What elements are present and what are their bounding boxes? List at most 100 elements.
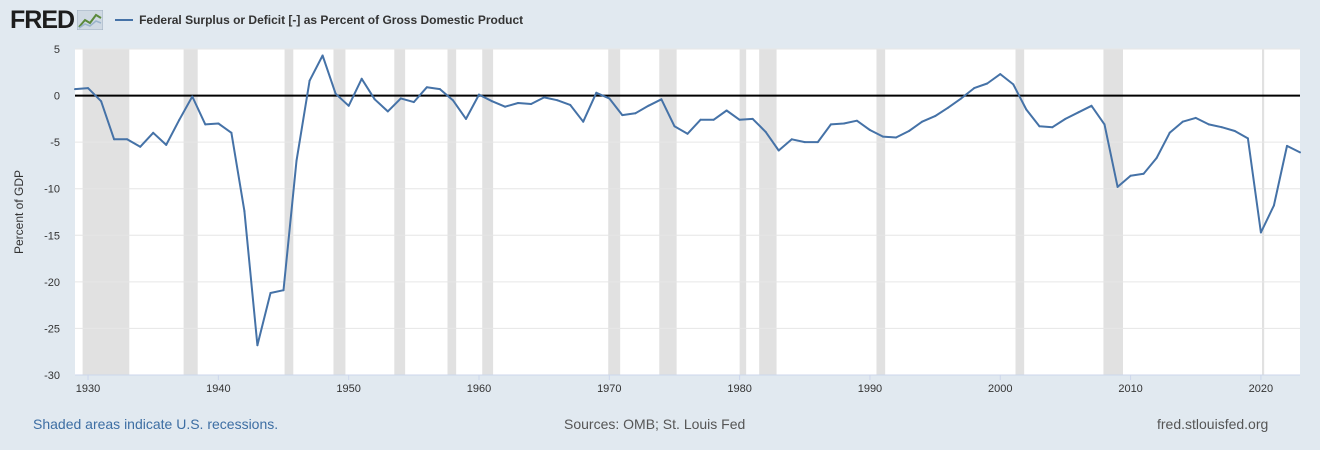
recession-band: [1261, 49, 1265, 375]
data-point: [543, 96, 546, 99]
data-point: [973, 87, 976, 90]
line-chart-icon: [77, 10, 104, 30]
data-point: [1181, 120, 1184, 123]
site-link[interactable]: fred.stlouisfed.org: [1157, 416, 1269, 432]
data-point: [360, 77, 363, 80]
fred-logo[interactable]: FRED: [10, 5, 104, 35]
chart-legend: Federal Surplus or Deficit [-] as Percen…: [115, 13, 523, 27]
x-tick-label: 1980: [727, 383, 751, 395]
data-point: [100, 100, 103, 103]
data-point: [1051, 126, 1054, 129]
data-point: [321, 54, 324, 57]
data-point: [647, 104, 650, 107]
y-tick-label: -10: [44, 184, 60, 196]
recession-band: [608, 49, 621, 375]
data-point: [1272, 204, 1275, 207]
sources-note: Sources: OMB; St. Louis Fed: [564, 416, 746, 432]
recession-band: [482, 49, 494, 375]
data-point: [621, 114, 624, 117]
data-point: [556, 99, 559, 102]
data-point: [712, 118, 715, 121]
data-point: [269, 292, 272, 294]
data-point: [842, 122, 845, 125]
data-point: [960, 97, 963, 100]
data-point: [438, 88, 441, 91]
data-point: [1207, 123, 1210, 126]
data-point: [334, 92, 337, 95]
x-tick-label: 2010: [1118, 383, 1142, 395]
data-point: [686, 132, 689, 135]
data-point: [1246, 137, 1249, 140]
data-point: [491, 100, 493, 103]
data-point: [295, 159, 298, 162]
data-point: [451, 99, 454, 102]
data-point: [178, 118, 181, 121]
data-point: [152, 131, 155, 134]
data-point: [256, 344, 259, 347]
data-point: [1064, 117, 1067, 120]
data-point: [530, 103, 533, 105]
data-point: [1090, 104, 1093, 107]
data-point: [1194, 116, 1197, 119]
data-point: [582, 120, 585, 123]
data-point: [113, 138, 116, 141]
data-point: [243, 210, 246, 213]
x-tick-label: 1960: [467, 383, 491, 395]
data-point: [816, 141, 819, 144]
recession-band: [183, 49, 198, 375]
data-point: [139, 145, 142, 148]
x-tick-label: 1970: [597, 383, 621, 395]
data-point: [1116, 185, 1119, 188]
data-point: [855, 119, 858, 122]
x-tick-label: 1930: [76, 383, 100, 395]
data-point: [517, 102, 520, 104]
data-point: [1286, 144, 1288, 147]
chart-header: FRED Federal Surplus or Deficit [-] as P…: [10, 6, 523, 34]
data-point: [764, 130, 767, 133]
data-point: [87, 87, 89, 90]
data-point: [1038, 125, 1041, 128]
data-point: [1155, 157, 1158, 159]
data-point: [634, 112, 637, 115]
data-point: [74, 88, 76, 91]
recession-note: Shaded areas indicate U.S. recessions.: [33, 416, 279, 432]
data-point: [1220, 126, 1223, 129]
data-point: [1103, 123, 1106, 126]
data-point: [673, 125, 676, 128]
data-point: [217, 122, 220, 125]
data-point: [386, 110, 389, 113]
data-point: [1012, 83, 1015, 86]
y-axis-label: Percent of GDP: [12, 170, 26, 254]
data-point: [1129, 174, 1132, 177]
data-point: [921, 120, 924, 123]
data-point: [399, 97, 402, 100]
y-tick-label: 5: [54, 44, 60, 56]
data-point: [1025, 108, 1028, 111]
y-tick-label: -20: [44, 277, 60, 289]
data-point: [126, 138, 129, 141]
legend-label: Federal Surplus or Deficit [-] as Percen…: [139, 13, 524, 27]
data-point: [751, 117, 754, 120]
data-point: [738, 118, 741, 121]
x-tick-label: 1940: [206, 383, 230, 395]
data-point: [790, 138, 793, 141]
data-point: [1077, 111, 1080, 114]
x-tick-label: 2000: [988, 383, 1012, 395]
y-tick-label: -5: [50, 137, 60, 149]
data-point: [465, 117, 467, 120]
data-point: [1233, 130, 1236, 132]
x-tick-label: 2020: [1249, 383, 1273, 395]
data-point: [803, 141, 806, 144]
recession-band: [876, 49, 886, 375]
recession-band: [82, 49, 130, 375]
data-point: [1299, 151, 1301, 154]
recession-band: [1103, 49, 1123, 375]
recession-band: [333, 49, 346, 375]
data-point: [660, 98, 663, 101]
fred-logo-text: FRED: [10, 5, 75, 34]
data-point: [191, 95, 194, 98]
recession-band: [659, 49, 677, 375]
data-point: [777, 149, 780, 152]
data-point: [204, 123, 207, 126]
data-point: [282, 289, 285, 292]
